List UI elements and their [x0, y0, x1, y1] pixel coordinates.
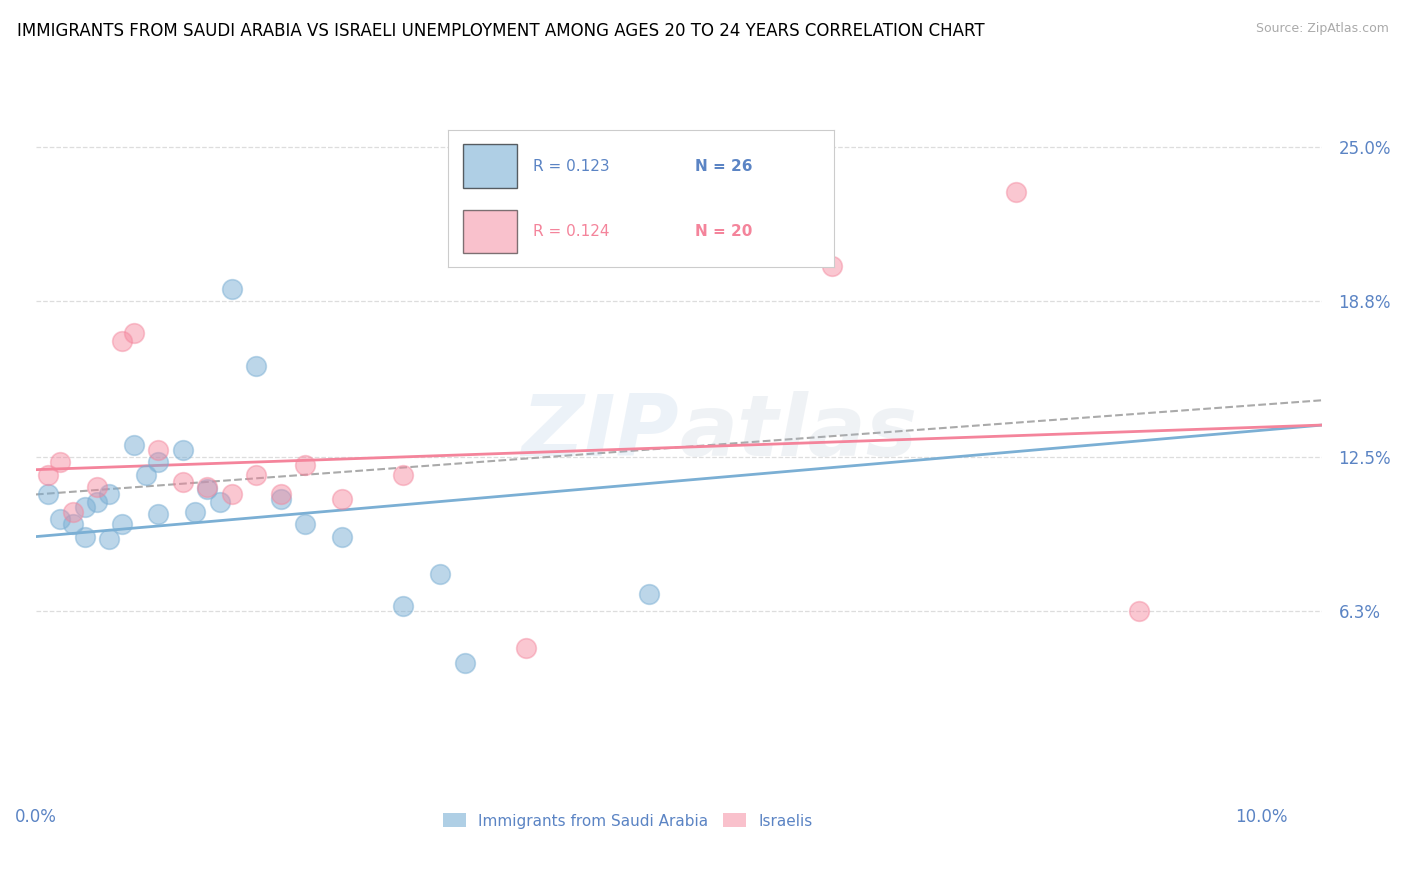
Point — [73, 500, 96, 514]
Point — [197, 480, 219, 494]
Point — [148, 508, 170, 522]
Point — [637, 586, 659, 600]
Point — [294, 458, 316, 472]
Point — [270, 487, 292, 501]
Text: IMMIGRANTS FROM SAUDI ARABIA VS ISRAELI UNEMPLOYMENT AMONG AGES 20 TO 24 YEARS C: IMMIGRANTS FROM SAUDI ARABIA VS ISRAELI … — [17, 22, 984, 40]
Point — [330, 530, 353, 544]
Point — [1128, 604, 1150, 618]
Point — [245, 359, 267, 373]
Point — [111, 517, 134, 532]
Point — [86, 495, 108, 509]
Point — [62, 505, 84, 519]
Point — [330, 492, 353, 507]
Text: atlas: atlas — [679, 391, 917, 474]
Point — [122, 438, 145, 452]
Text: Source: ZipAtlas.com: Source: ZipAtlas.com — [1256, 22, 1389, 36]
Point — [49, 512, 72, 526]
Point — [699, 210, 721, 224]
Text: ZIP: ZIP — [522, 391, 679, 474]
Point — [392, 467, 415, 482]
Point — [245, 467, 267, 482]
Point — [515, 641, 537, 656]
Point — [184, 505, 207, 519]
Point — [135, 467, 157, 482]
Point — [37, 487, 59, 501]
Point — [148, 442, 170, 457]
Point — [1005, 185, 1028, 199]
Point — [37, 467, 59, 482]
Point — [98, 487, 121, 501]
Point — [172, 442, 194, 457]
Point — [49, 455, 72, 469]
Point — [208, 495, 231, 509]
Point — [392, 599, 415, 613]
Point — [73, 530, 96, 544]
Point — [62, 517, 84, 532]
Point — [197, 483, 219, 497]
Point — [148, 455, 170, 469]
Point — [294, 517, 316, 532]
Point — [86, 480, 108, 494]
Point — [221, 282, 243, 296]
Point — [270, 492, 292, 507]
Point — [98, 532, 121, 546]
Point — [429, 566, 451, 581]
Point — [221, 487, 243, 501]
Point — [454, 656, 477, 670]
Legend: Immigrants from Saudi Arabia, Israelis: Immigrants from Saudi Arabia, Israelis — [437, 807, 818, 835]
Point — [821, 260, 844, 274]
Point — [122, 326, 145, 341]
Point — [172, 475, 194, 489]
Point — [111, 334, 134, 348]
